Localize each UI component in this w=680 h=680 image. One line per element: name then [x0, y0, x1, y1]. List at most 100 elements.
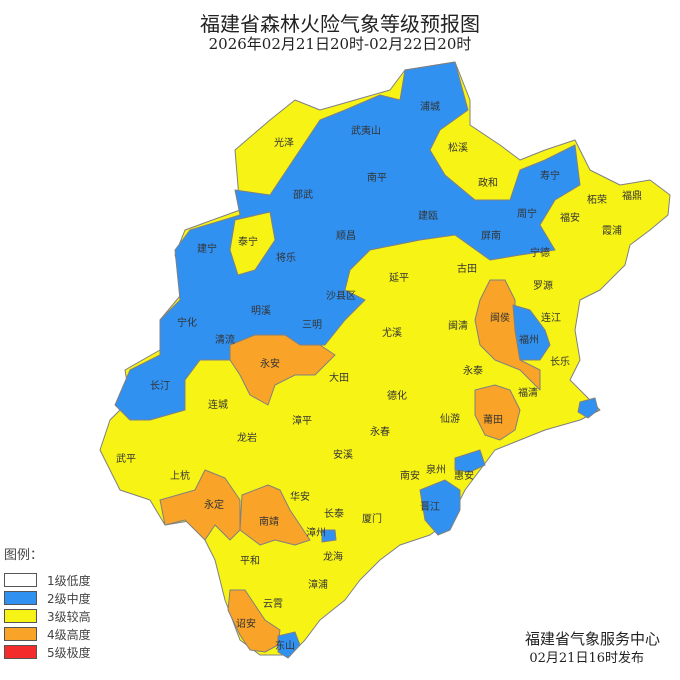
- county-label: 福鼎: [622, 189, 642, 202]
- map-title: 福建省森林火险气象等级预报图: [200, 12, 480, 36]
- region-jinjiang: [419, 479, 461, 536]
- issue-time: 02月21日16时发布: [529, 651, 644, 666]
- region-yongding: [159, 469, 241, 541]
- county-label: 平和: [240, 555, 260, 567]
- county-label: 浦城: [420, 100, 440, 113]
- county-label: 屏南: [481, 229, 501, 242]
- map-subtitle: 2026年02月21日20时-02月22日20时: [208, 35, 472, 53]
- region-dongshan: [277, 631, 301, 659]
- county-label: 柘荣: [587, 193, 607, 206]
- county-label: 政和: [478, 176, 498, 189]
- county-label: 漳平: [292, 414, 312, 427]
- county-label: 闽侯: [490, 311, 510, 324]
- county-label: 龙岩: [237, 431, 257, 444]
- county-label: 莆田: [483, 413, 503, 426]
- region-level-2-northwest: [114, 61, 581, 421]
- county-label: 福安: [560, 211, 580, 224]
- county-label: 光泽: [274, 136, 294, 149]
- legend-label: 5级极度: [47, 645, 91, 660]
- county-label: 长乐: [550, 356, 570, 368]
- county-label: 延平: [389, 272, 409, 284]
- region-pingtan: [577, 397, 599, 419]
- county-label: 长汀: [150, 380, 170, 392]
- county-label: 三明: [302, 319, 322, 331]
- legend-item: 4级高度: [4, 625, 91, 643]
- legend: 图例： 1级低度 2级中度 3级较高 4级高度 5级极度: [4, 544, 91, 661]
- legend-swatch: [4, 609, 37, 623]
- county-label: 厦门: [362, 512, 382, 525]
- region-zhaoan: [227, 589, 281, 653]
- county-label: 松溪: [448, 141, 468, 154]
- county-label: 沙县区: [326, 290, 356, 302]
- county-label: 闽清: [448, 319, 468, 332]
- county-label: 华安: [290, 490, 310, 503]
- legend-swatch: [4, 627, 37, 641]
- county-label: 福清: [518, 386, 538, 399]
- legend-item: 5级极度: [4, 643, 91, 661]
- county-label: 上杭: [170, 469, 190, 482]
- region-quanzhou-part: [454, 449, 486, 473]
- county-label: 安溪: [333, 448, 353, 461]
- county-label: 长泰: [324, 507, 344, 520]
- legend-label: 3级较高: [47, 609, 91, 624]
- county-label: 德化: [387, 389, 407, 402]
- county-label: 云霄: [263, 598, 283, 610]
- county-label: 永春: [370, 425, 390, 438]
- county-label: 诏安: [236, 617, 256, 630]
- legend-item: 3级较高: [4, 607, 91, 625]
- county-label: 龙海: [323, 550, 343, 563]
- region-taining: [229, 211, 276, 276]
- legend-item: 2级中度: [4, 589, 91, 607]
- county-label: 尤溪: [382, 326, 402, 339]
- region-minhou: [474, 279, 541, 391]
- county-label: 漳州: [306, 526, 326, 539]
- county-label: 周宁: [517, 207, 537, 220]
- county-label: 罗源: [533, 279, 553, 292]
- legend-item: 1级低度: [4, 571, 91, 589]
- legend-swatch: [4, 591, 37, 605]
- county-label: 泰宁: [238, 235, 258, 248]
- county-label: 泉州: [426, 463, 446, 476]
- legend-swatch: [4, 645, 37, 659]
- county-label: 古田: [457, 262, 477, 275]
- legend-label: 4级高度: [47, 627, 91, 642]
- legend-swatch: [4, 573, 37, 587]
- county-label: 仙游: [440, 412, 460, 425]
- county-label: 宁化: [177, 316, 197, 329]
- county-label: 永安: [260, 357, 280, 370]
- county-label: 明溪: [251, 305, 271, 317]
- county-label: 建宁: [197, 242, 217, 255]
- region-nanjing: [239, 484, 311, 546]
- county-label: 连城: [208, 398, 228, 411]
- county-label: 邵武: [293, 188, 313, 201]
- legend-label: 2级中度: [47, 591, 91, 606]
- county-label: 顺昌: [336, 230, 356, 242]
- region-yongan: [229, 334, 336, 406]
- county-label: 福州: [519, 333, 539, 346]
- county-label: 将乐: [276, 252, 296, 264]
- county-label: 惠安: [454, 469, 474, 482]
- county-label: 寿宁: [540, 169, 560, 182]
- legend-title: 图例：: [4, 548, 44, 563]
- legend-label: 1级低度: [47, 573, 91, 588]
- county-label: 武夷山: [351, 124, 381, 137]
- county-label: 宁德: [530, 246, 550, 259]
- county-label: 永泰: [463, 364, 483, 377]
- county-label: 建瓯: [418, 209, 438, 222]
- county-label: 晋江: [420, 501, 440, 513]
- county-label: 武平: [116, 452, 136, 465]
- issuer: 福建省气象服务中心: [524, 630, 660, 648]
- region-putian: [474, 384, 521, 441]
- county-label: 大田: [329, 371, 349, 384]
- region-fuzhou: [512, 304, 551, 361]
- county-label: 霞浦: [602, 224, 622, 237]
- county-label: 南平: [367, 171, 387, 184]
- county-label: 南靖: [259, 515, 279, 528]
- county-label: 南安: [400, 469, 420, 482]
- county-label: 东山: [275, 639, 295, 652]
- county-label: 连江: [541, 311, 561, 324]
- county-label: 永定: [204, 498, 224, 511]
- county-label: 漳浦: [308, 578, 328, 591]
- county-label: 清流: [215, 333, 235, 346]
